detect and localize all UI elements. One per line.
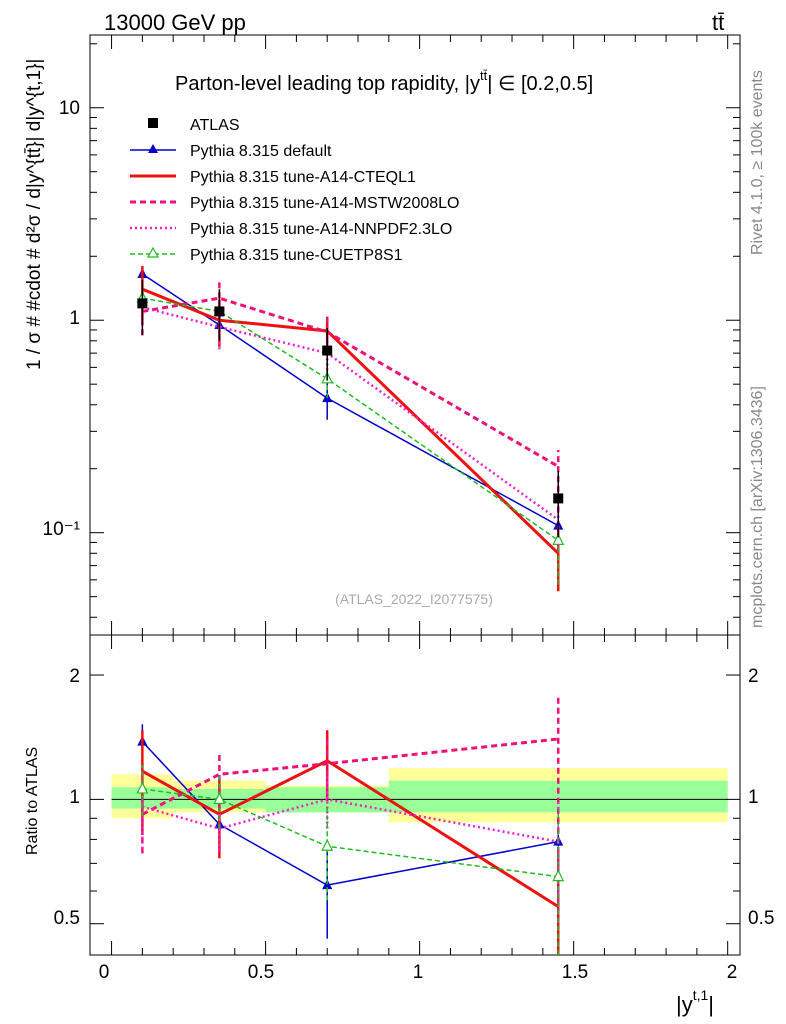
ratio-series-line-mstw [141, 737, 559, 816]
legend-label-nnpdf: Pythia 8.315 tune-A14-NNPDF2.3LO [190, 221, 452, 238]
ratio-plot-panel [89, 634, 741, 956]
legend-label-cuetp8s1: Pythia 8.315 tune-CUETP8S1 [190, 247, 403, 264]
legend-marker-cuetp8s1 [146, 246, 160, 258]
x-axis-label-tail: | [708, 992, 714, 1017]
series-line-nnpdf [142, 306, 559, 521]
plot-title: Parton-level leading top rapidity, |ytt̄… [175, 68, 593, 95]
ratio-series-line-cuetp8s1 [142, 788, 559, 878]
x-axis-label-sup: t,1 [693, 987, 709, 1003]
ratio-data-point-cuetp8s1 [213, 792, 226, 804]
ratio-data-point-cuetp8s1 [136, 781, 149, 794]
main-plot-frame [89, 34, 741, 636]
ratio-series-line-default [141, 741, 559, 886]
legend: ATLAS Pythia 8.315 default Pythia 8.315 … [130, 117, 459, 264]
series-line-cteql1 [141, 287, 560, 555]
legend-label-cteql1: Pythia 8.315 tune-A14-CTEQL1 [190, 169, 416, 186]
data-point-cuetp8s1 [552, 533, 565, 545]
y-axis-label: 1 / σ # #cdot # d²σ / d|y^{tt̄}| d|y^{t,… [24, 59, 45, 370]
main-plot-panel [89, 34, 741, 636]
data-point-atlas [553, 493, 564, 504]
data-point-atlas [137, 298, 148, 309]
ratio-plot-frame [89, 634, 741, 956]
series-line-default [141, 273, 559, 527]
x-tick-label-0: 0 [99, 962, 110, 983]
plot-title-sup: tt̄ [480, 68, 488, 83]
ratio-y-tick-label-1: 1 [69, 787, 80, 808]
ratio-y-axis-label: Ratio to ATLAS [24, 747, 41, 855]
legend-marker-atlas [148, 118, 158, 128]
ratio-y-tick-label-0.5-right: 0.5 [748, 908, 774, 929]
plot-title-main: Parton-level leading top rapidity, |y [175, 73, 480, 95]
x-tick-label-1: 1 [413, 962, 424, 983]
ratio-y-tick-label-2-right: 2 [748, 666, 759, 687]
series-line-mstw [142, 296, 560, 468]
legend-marker-default [148, 144, 158, 153]
data-point-atlas [322, 345, 333, 356]
legend-label-atlas: ATLAS [190, 117, 240, 134]
y-tick-label-10: 10 [59, 98, 80, 119]
rivet-label: Rivet 4.1.0, ≥ 100k events [749, 70, 766, 255]
plot-title-tail: | ∈ [0.2,0.5] [487, 73, 593, 95]
x-axis-label-main: |y [676, 992, 693, 1017]
energy-label: 13000 GeV pp [104, 10, 246, 35]
data-point-atlas [214, 306, 225, 317]
legend-label-default: Pythia 8.315 default [190, 143, 332, 160]
x-tick-label-0.5: 0.5 [248, 962, 274, 983]
x-axis-label: |yt,1| [676, 987, 714, 1017]
mcplots-label: mcplots.cern.ch [arXiv:1306.3436] [749, 386, 766, 628]
series-line-cuetp8s1 [142, 297, 559, 542]
process-label: tt̄ [712, 10, 724, 35]
ratio-data-point-cuetp8s1 [321, 838, 334, 851]
x-tick-label-2: 2 [727, 962, 738, 983]
x-tick-label-1.5: 1.5 [562, 962, 588, 983]
y-tick-label-1: 1 [69, 308, 80, 329]
ratio-data-point-cuetp8s1 [552, 869, 565, 882]
ratio-y-tick-label-0.5: 0.5 [54, 908, 80, 929]
ratio-series-line-nnpdf [142, 798, 559, 843]
y-tick-label-0.1: 10⁻¹ [43, 519, 81, 540]
ratio-y-tick-label-1-right: 1 [748, 787, 759, 808]
ratio-y-tick-label-2: 2 [69, 666, 80, 687]
analysis-watermark: (ATLAS_2022_I2077575) [335, 591, 493, 607]
legend-label-mstw: Pythia 8.315 tune-A14-MSTW2008LO [190, 195, 459, 212]
